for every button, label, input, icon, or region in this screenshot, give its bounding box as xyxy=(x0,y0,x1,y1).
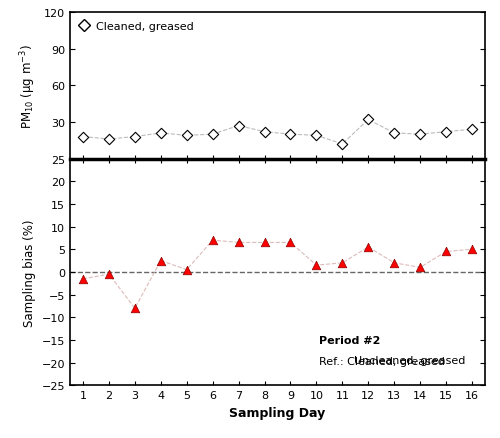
Point xyxy=(79,276,87,283)
Y-axis label: Sampling bias (%): Sampling bias (%) xyxy=(23,219,36,326)
Point xyxy=(234,123,242,130)
Point xyxy=(286,239,294,246)
Point xyxy=(79,134,87,141)
Point xyxy=(468,246,476,253)
Point xyxy=(416,264,424,271)
Point xyxy=(131,305,139,312)
Point xyxy=(70,357,78,364)
Legend: Cleaned, greased: Cleaned, greased xyxy=(76,19,196,35)
Point xyxy=(208,131,216,138)
Point xyxy=(442,129,450,136)
Point xyxy=(182,133,190,140)
Point xyxy=(390,130,398,137)
Text: Period #2: Period #2 xyxy=(319,336,380,346)
Point xyxy=(157,130,165,137)
Point xyxy=(234,239,242,246)
Text: Ref.: Cleaned, greased: Ref.: Cleaned, greased xyxy=(319,356,445,366)
Point xyxy=(338,141,346,148)
Y-axis label: PM$_{10}$ (μg m$^{-3}$): PM$_{10}$ (μg m$^{-3}$) xyxy=(19,44,38,128)
X-axis label: Sampling Day: Sampling Day xyxy=(230,406,326,419)
Point xyxy=(312,262,320,269)
Point xyxy=(364,117,372,124)
Point xyxy=(182,266,190,273)
Point xyxy=(131,134,139,141)
Text: Uncleaned, greased: Uncleaned, greased xyxy=(354,356,466,366)
Point xyxy=(105,271,113,278)
Point xyxy=(390,260,398,267)
Point xyxy=(260,129,268,136)
Point xyxy=(312,133,320,140)
Point xyxy=(442,248,450,255)
Point xyxy=(157,258,165,265)
Point xyxy=(208,237,216,244)
Point xyxy=(338,260,346,267)
Point xyxy=(105,136,113,143)
Point xyxy=(69,357,77,364)
Point xyxy=(416,131,424,138)
Point xyxy=(364,244,372,251)
Point xyxy=(260,239,268,246)
Point xyxy=(286,131,294,138)
Point xyxy=(468,127,476,134)
